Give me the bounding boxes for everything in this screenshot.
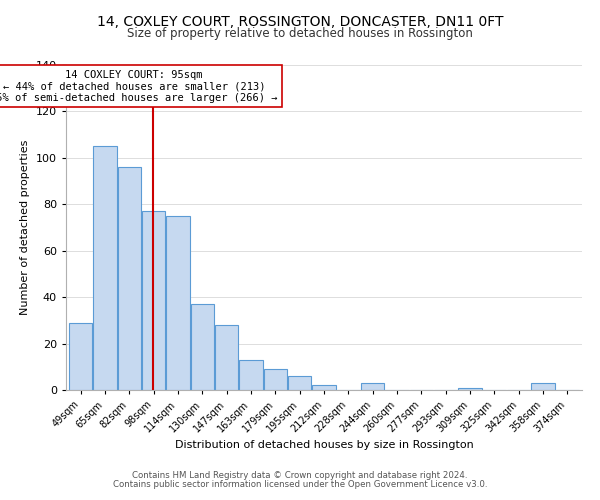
Bar bbox=[264, 369, 287, 390]
Text: 14 COXLEY COURT: 95sqm
← 44% of detached houses are smaller (213)
55% of semi-de: 14 COXLEY COURT: 95sqm ← 44% of detached… bbox=[0, 70, 278, 103]
Text: 14, COXLEY COURT, ROSSINGTON, DONCASTER, DN11 0FT: 14, COXLEY COURT, ROSSINGTON, DONCASTER,… bbox=[97, 15, 503, 29]
Bar bbox=[239, 360, 263, 390]
X-axis label: Distribution of detached houses by size in Rossington: Distribution of detached houses by size … bbox=[175, 440, 473, 450]
Bar bbox=[215, 325, 238, 390]
Text: Contains HM Land Registry data © Crown copyright and database right 2024.: Contains HM Land Registry data © Crown c… bbox=[132, 471, 468, 480]
Bar bbox=[532, 383, 554, 390]
Text: Contains public sector information licensed under the Open Government Licence v3: Contains public sector information licen… bbox=[113, 480, 487, 489]
Bar bbox=[118, 167, 141, 390]
Bar bbox=[191, 304, 214, 390]
Text: Size of property relative to detached houses in Rossington: Size of property relative to detached ho… bbox=[127, 28, 473, 40]
Bar bbox=[166, 216, 190, 390]
Bar bbox=[288, 376, 311, 390]
Bar bbox=[361, 383, 384, 390]
Bar bbox=[69, 322, 92, 390]
Y-axis label: Number of detached properties: Number of detached properties bbox=[20, 140, 30, 315]
Bar bbox=[458, 388, 482, 390]
Bar bbox=[94, 146, 116, 390]
Bar bbox=[313, 386, 335, 390]
Bar bbox=[142, 212, 165, 390]
